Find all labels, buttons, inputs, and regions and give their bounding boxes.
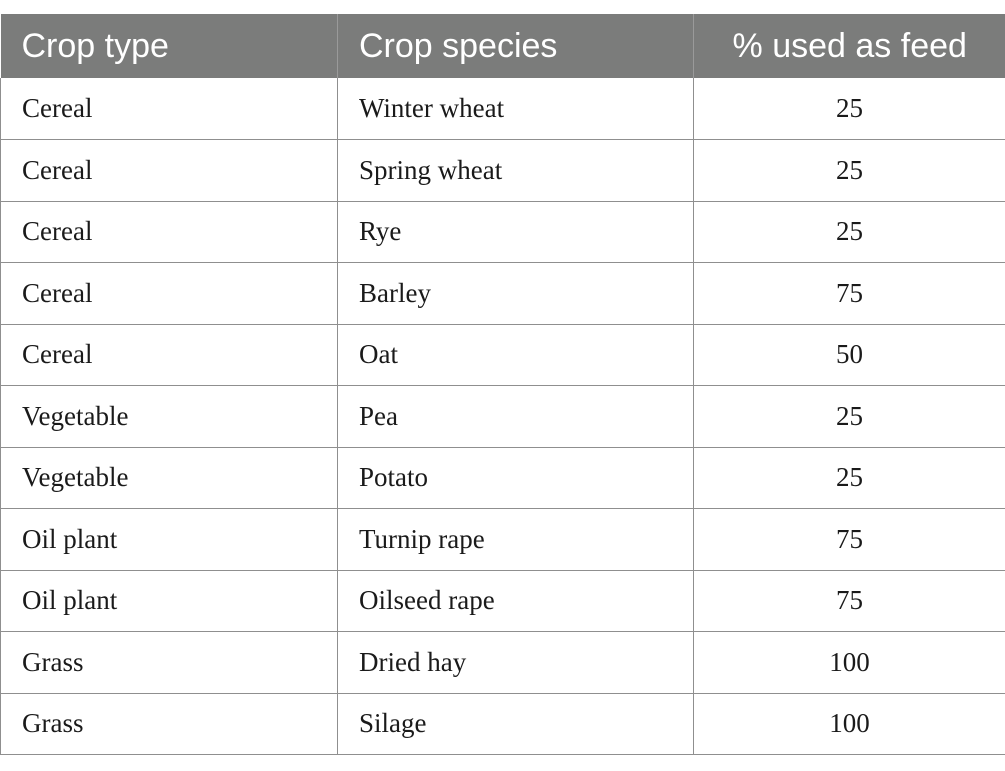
table-row: Oil plant Oilseed rape 75 <box>0 570 1005 632</box>
cell-crop-species: Spring wheat <box>337 139 694 202</box>
feed-table: Crop type Crop species % used as feed Ce… <box>0 14 1005 755</box>
cell-percent-feed: 50 <box>693 324 1005 386</box>
table-row: Vegetable Pea 25 <box>0 385 1005 448</box>
cell-percent-feed: 25 <box>693 385 1005 448</box>
cell-crop-species: Turnip rape <box>337 508 694 571</box>
header-row: Crop type Crop species % used as feed <box>0 14 1005 78</box>
header-crop-type: Crop type <box>0 14 338 78</box>
cell-crop-type: Oil plant <box>0 570 338 632</box>
table-row: Grass Dried hay 100 <box>0 631 1005 694</box>
table-row: Vegetable Potato 25 <box>0 447 1005 509</box>
cell-crop-type: Cereal <box>0 139 338 202</box>
cell-crop-species: Dried hay <box>337 631 694 694</box>
table-header: Crop type Crop species % used as feed <box>0 14 1005 78</box>
cell-crop-species: Pea <box>337 385 694 448</box>
cell-percent-feed: 25 <box>693 78 1005 140</box>
cell-crop-type: Cereal <box>0 262 338 325</box>
cell-crop-type: Grass <box>0 631 338 694</box>
cell-percent-feed: 75 <box>693 570 1005 632</box>
feed-table-container: Crop type Crop species % used as feed Ce… <box>0 14 1005 755</box>
cell-crop-type: Oil plant <box>0 508 338 571</box>
cell-crop-species: Oat <box>337 324 694 386</box>
table-body: Cereal Winter wheat 25 Cereal Spring whe… <box>0 78 1005 755</box>
table-row: Oil plant Turnip rape 75 <box>0 508 1005 571</box>
cell-crop-type: Vegetable <box>0 447 338 509</box>
cell-crop-species: Rye <box>337 201 694 263</box>
table-row: Cereal Barley 75 <box>0 262 1005 325</box>
header-crop-species: Crop species <box>337 14 694 78</box>
cell-crop-species: Barley <box>337 262 694 325</box>
table-row: Cereal Winter wheat 25 <box>0 78 1005 140</box>
cell-percent-feed: 100 <box>693 631 1005 694</box>
cell-crop-type: Cereal <box>0 324 338 386</box>
cell-percent-feed: 25 <box>693 139 1005 202</box>
cell-crop-type: Cereal <box>0 78 338 140</box>
cell-percent-feed: 100 <box>693 693 1005 755</box>
cell-crop-type: Vegetable <box>0 385 338 448</box>
cell-crop-species: Silage <box>337 693 694 755</box>
cell-crop-species: Potato <box>337 447 694 509</box>
table-row: Cereal Rye 25 <box>0 201 1005 263</box>
cell-percent-feed: 25 <box>693 201 1005 263</box>
header-percent-feed: % used as feed <box>693 14 1005 78</box>
cell-crop-species: Oilseed rape <box>337 570 694 632</box>
cell-percent-feed: 75 <box>693 262 1005 325</box>
cell-crop-type: Grass <box>0 693 338 755</box>
cell-percent-feed: 75 <box>693 508 1005 571</box>
table-row: Grass Silage 100 <box>0 693 1005 755</box>
table-row: Cereal Spring wheat 25 <box>0 139 1005 202</box>
cell-percent-feed: 25 <box>693 447 1005 509</box>
cell-crop-type: Cereal <box>0 201 338 263</box>
cell-crop-species: Winter wheat <box>337 78 694 140</box>
table-row: Cereal Oat 50 <box>0 324 1005 386</box>
